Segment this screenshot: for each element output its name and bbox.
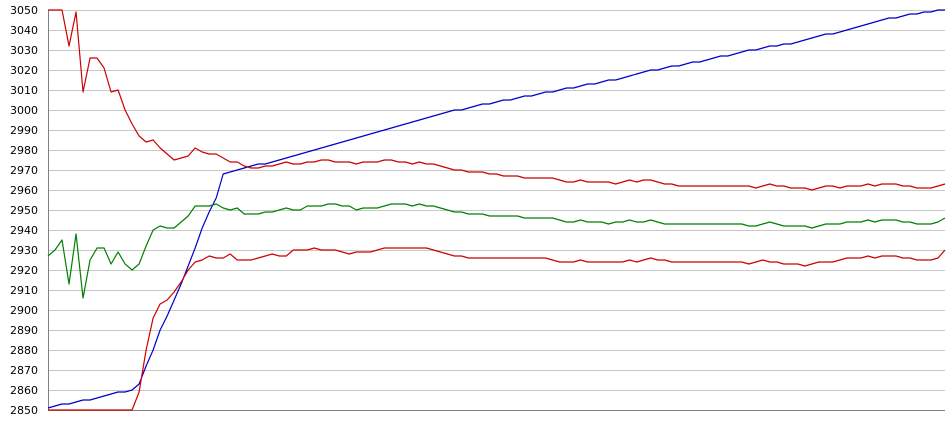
y-tick-label: 2970	[10, 164, 38, 177]
y-tick-label: 2910	[10, 284, 38, 297]
gridlines	[48, 10, 945, 411]
series-line-3	[47, 203, 946, 299]
y-tick-label: 2850	[10, 404, 38, 417]
y-tick-label: 2980	[10, 144, 38, 157]
y-tick-label: 2990	[10, 124, 38, 137]
y-tick-label: 2880	[10, 344, 38, 357]
y-tick-label: 3020	[10, 64, 38, 77]
y-tick-label: 2860	[10, 384, 38, 397]
y-tick-label: 3040	[10, 24, 38, 37]
y-tick-label: 2960	[10, 184, 38, 197]
y-tick-label: 2950	[10, 204, 38, 217]
y-tick-label: 2930	[10, 244, 38, 257]
series-line-1	[47, 9, 945, 409]
y-tick-label: 3050	[10, 4, 38, 17]
y-tick-label: 3000	[10, 104, 38, 117]
series-lines	[47, 9, 946, 411]
series-line-4	[48, 247, 946, 411]
y-tick-label: 3030	[10, 44, 38, 57]
y-tick-label: 2870	[10, 364, 38, 377]
series-line-2	[48, 9, 946, 191]
y-tick-label: 2900	[10, 304, 38, 317]
y-tick-label: 2920	[10, 264, 38, 277]
y-tick-label: 2940	[10, 224, 38, 237]
y-tick-label: 2890	[10, 324, 38, 337]
y-tick-label: 3010	[10, 84, 38, 97]
y-axis-tick-labels: 3050 3040 3030 3020 3010 3000 2990 2980 2970 2960…	[10, 4, 38, 417]
